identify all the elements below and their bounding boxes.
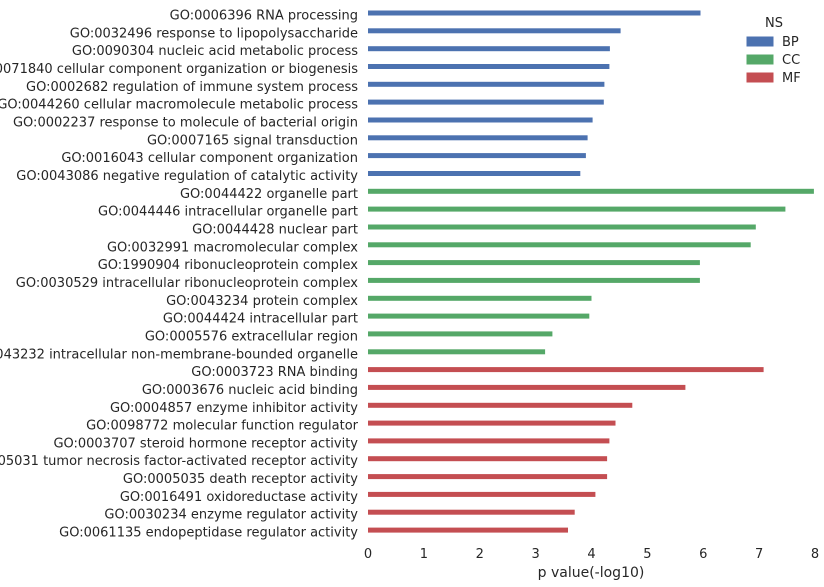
category-label-26: GO:0005031 tumor necrosis factor-activat… [0,454,358,469]
category-label-29: GO:0030234 enzyme regulator activity [104,508,358,523]
legend-label-bp: BP [782,35,799,50]
category-label-30: GO:0061135 endopeptidase regulator activ… [59,526,358,541]
bar-6 [368,99,604,105]
x-ticks-group: 0 1 2 3 4 5 6 7 8 [364,547,819,562]
legend-label-cc: CC [782,53,800,68]
legend-label-mf: MF [782,71,801,86]
x-tick-3: 3 [531,547,539,562]
x-tick-4: 4 [587,547,595,562]
bar-4 [368,64,610,69]
category-label-5: GO:0002682 regulation of immune system p… [26,80,358,95]
category-label-21: GO:0003723 RNA binding [191,365,358,380]
category-label-12: GO:0044446 intracellular organelle part [98,205,358,220]
x-tick-2: 2 [476,547,484,562]
category-label-1: GO:0006396 RNA processing [170,9,358,24]
legend-items: BP CC MF [745,35,801,86]
bar-28 [368,491,596,497]
legend-swatch-mf [745,71,775,84]
x-tick-1: 1 [420,547,428,562]
bar-5 [368,81,605,87]
x-tick-5: 5 [643,547,651,562]
bar-7 [368,117,593,123]
category-label-10: GO:0043086 negative regulation of cataly… [16,169,358,184]
x-tick-8: 8 [811,547,819,562]
category-label-14: GO:0032991 macromolecular complex [107,240,358,255]
bar-11 [368,188,814,194]
category-label-7: GO:0002237 response to molecule of bacte… [13,116,358,131]
bar-9 [368,153,586,159]
bar-10 [368,171,581,176]
category-label-4: GO:0071840 cellular component organizati… [0,62,358,77]
category-label-13: GO:0044428 nuclear part [192,223,358,238]
x-tick-6: 6 [699,547,707,562]
bar-1 [368,10,701,16]
category-label-28: GO:0016491 oxidoreductase activity [120,490,358,505]
bar-13 [368,224,756,230]
category-label-8: GO:0007165 signal transduction [147,133,358,148]
bar-8 [368,135,588,141]
bar-19 [368,331,553,337]
legend-swatch-cc [745,53,775,66]
bar-20 [368,349,546,355]
category-label-11: GO:0044422 organelle part [180,187,358,202]
bar-14 [368,242,751,248]
bar-12 [368,206,786,212]
bar-27 [368,474,608,480]
bar-29 [368,509,575,515]
category-label-15: GO:1990904 ribonucleoprotein complex [98,258,359,273]
category-label-23: GO:0004857 enzyme inhibitor activity [110,401,358,416]
category-label-19: GO:0005576 extracellular region [145,329,358,344]
category-label-17: GO:0043234 protein complex [166,294,358,309]
category-labels-group: GO:0006396 RNA processing GO:0032496 resp… [0,9,359,541]
bar-3 [368,46,610,52]
bar-30 [368,527,568,533]
legend: NS BP CC MF [745,16,801,86]
x-tick-7: 7 [755,547,763,562]
category-label-27: GO:0005035 death receptor activity [123,472,358,487]
legend-swatch-bp [745,35,775,48]
x-axis-label: p value(-log10) [538,565,645,581]
category-label-24: GO:0098772 molecular function regulator [86,419,359,434]
bar-17 [368,295,592,301]
bar-23 [368,402,633,408]
category-label-16: GO:0030529 intracellular ribonucleoprote… [16,276,359,291]
bar-24 [368,420,616,426]
category-label-6: GO:0044260 cellular macromolecule metabo… [0,98,358,113]
x-tick-0: 0 [364,547,372,562]
bar-21 [368,367,764,373]
category-label-3: GO:0090304 nucleic acid metabolic proces… [72,44,358,59]
category-label-9: GO:0016043 cellular component organizati… [61,151,358,166]
category-label-20: GO:0043232 intracellular non-membrane-bo… [0,347,358,362]
bar-16 [368,277,700,283]
category-label-22: GO:0003676 nucleic acid binding [142,383,358,398]
bar-2 [368,28,621,34]
category-label-18: GO:0044424 intracellular part [163,312,358,327]
bars-group [368,10,814,533]
bar-18 [368,313,590,319]
category-label-2: GO:0032496 response to lipopolysaccharid… [70,26,358,41]
bar-26 [368,456,608,462]
legend-title: NS [765,16,783,31]
bar-22 [368,384,686,390]
category-label-25: GO:0003707 steroid hormone receptor acti… [53,436,358,451]
bar-15 [368,260,700,266]
bar-25 [368,438,610,444]
